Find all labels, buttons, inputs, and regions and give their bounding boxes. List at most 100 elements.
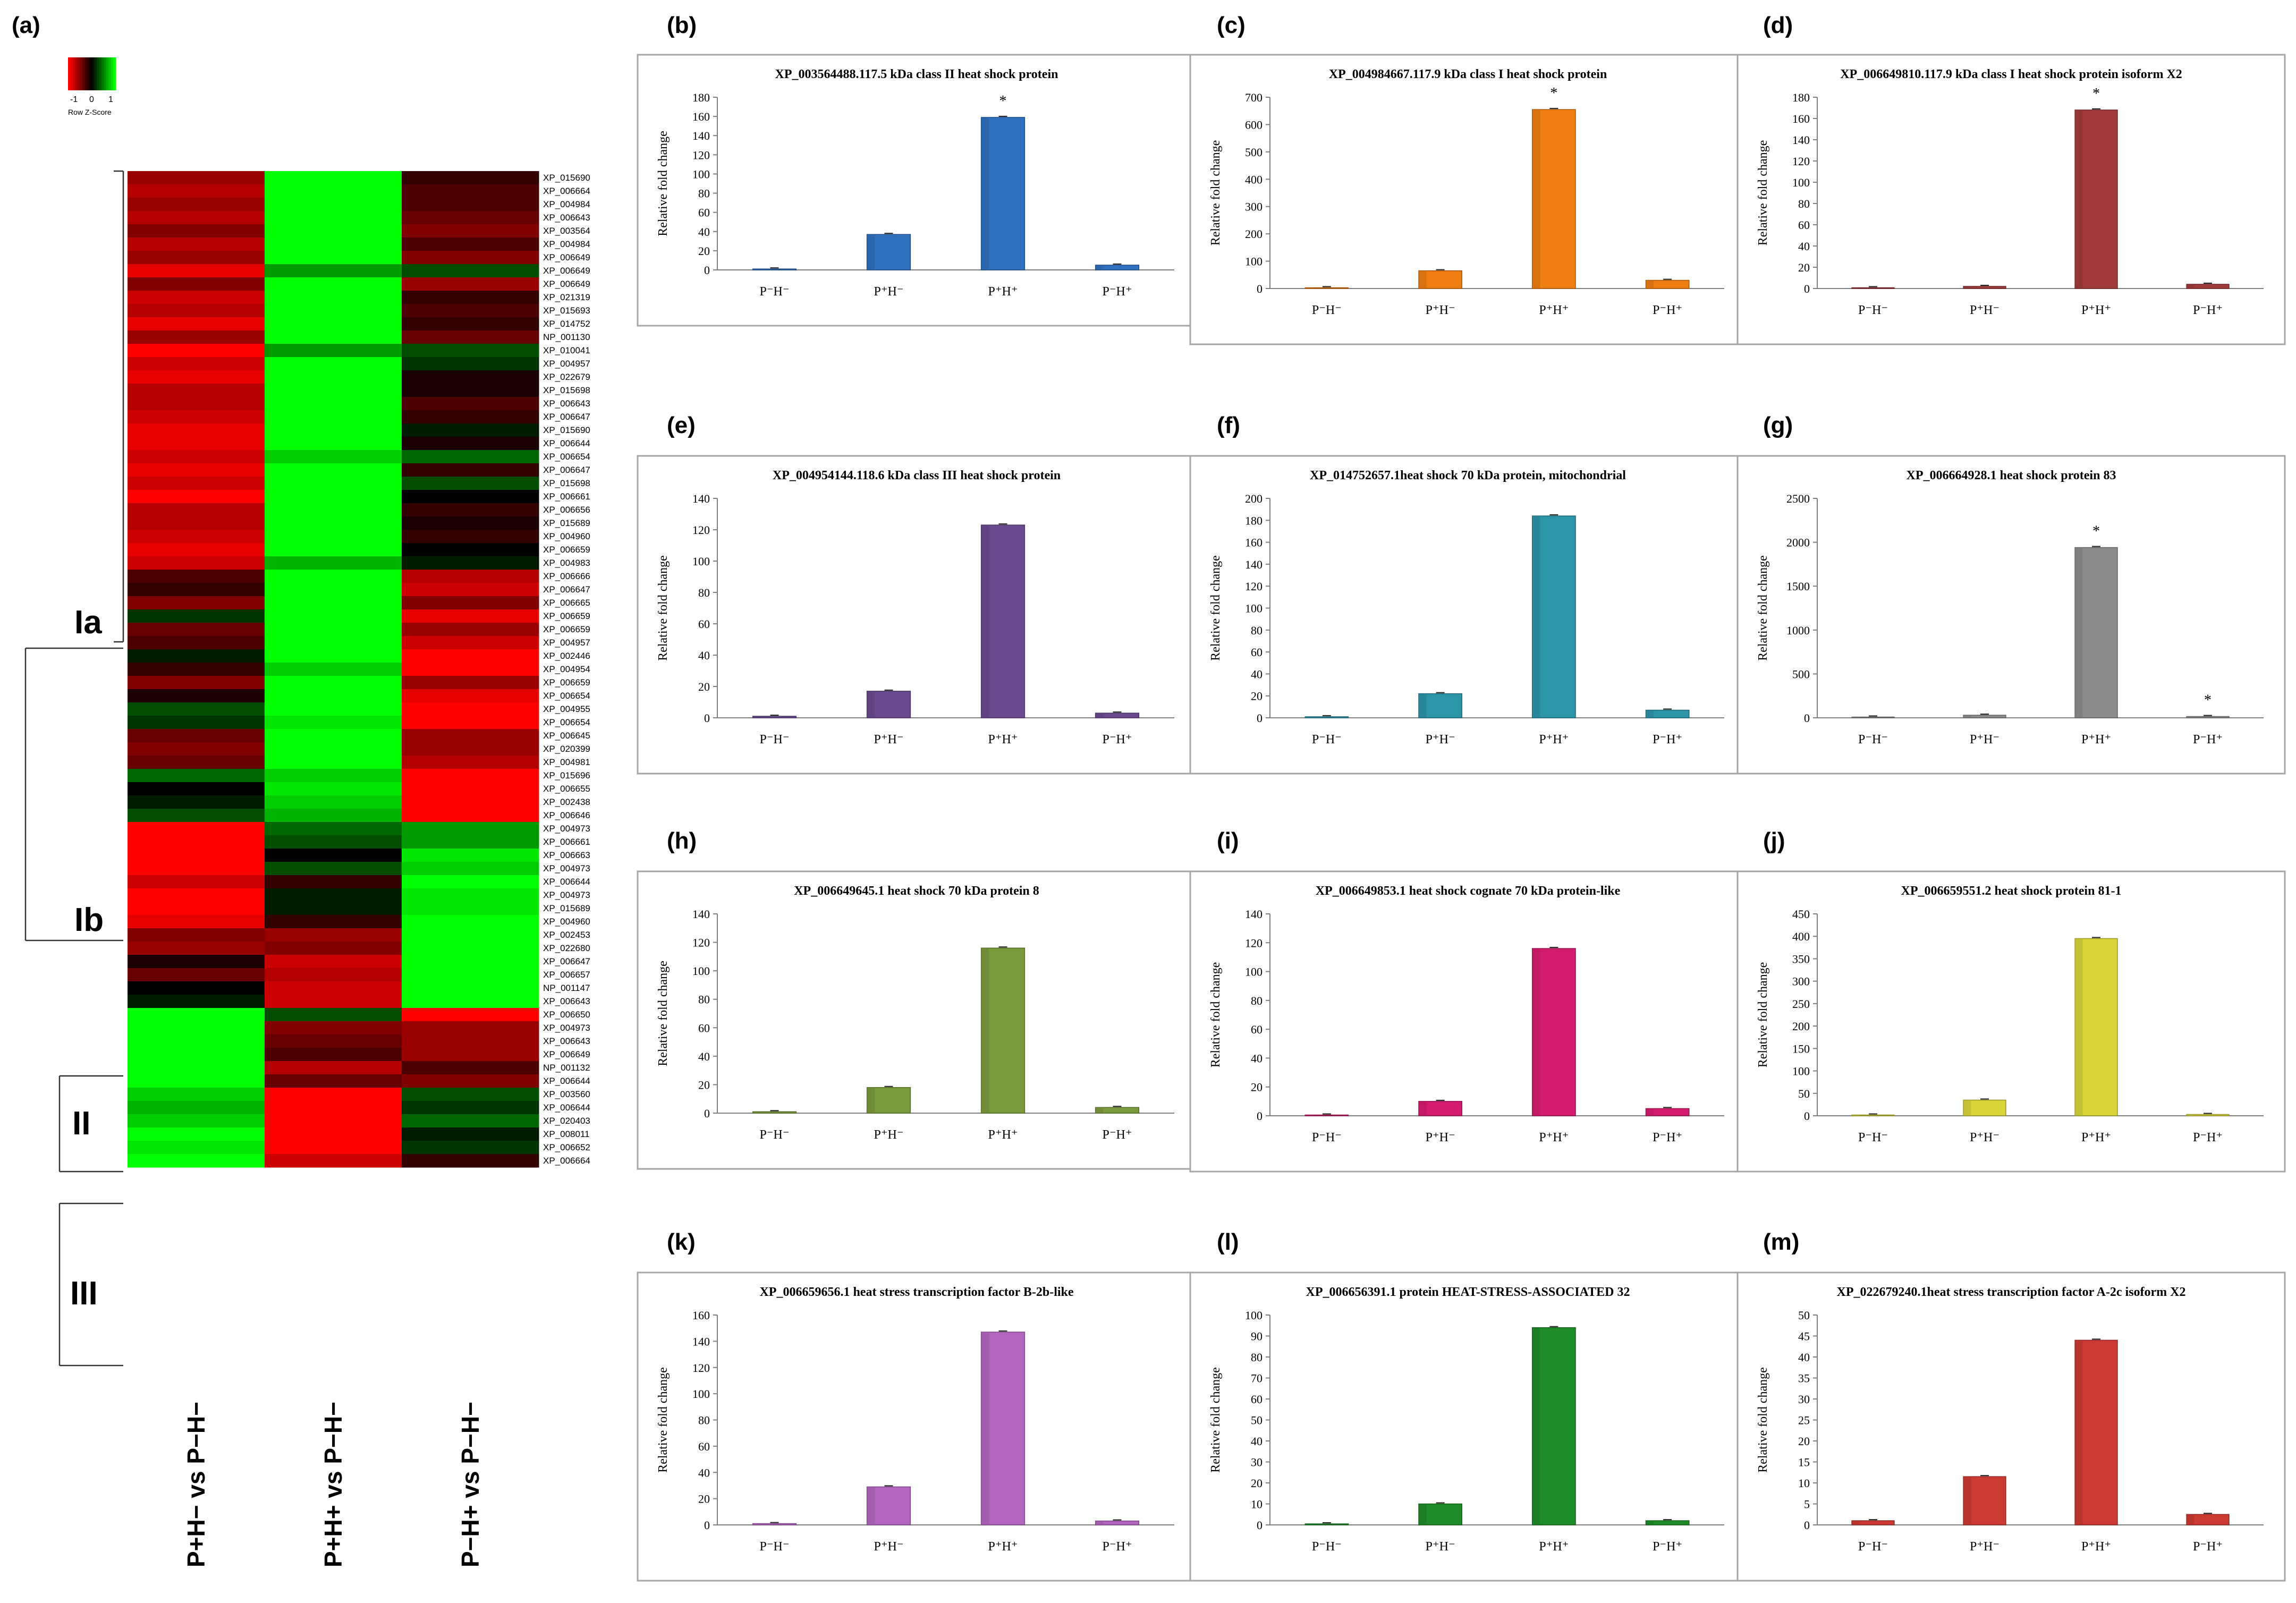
- bar-shade: [1963, 1477, 1971, 1525]
- heatmap-cell: [128, 357, 265, 371]
- heatmap-cell: [402, 769, 539, 783]
- x-tick-label: P⁺H⁺: [1539, 733, 1569, 747]
- heatmap-row-label: XP_022680: [543, 943, 590, 953]
- y-tick-label: 0: [704, 711, 710, 725]
- heatmap-cell: [265, 1127, 402, 1141]
- heatmap-column-label: P−H+ vs P−H−: [456, 1402, 484, 1567]
- bar-group: [1532, 514, 1576, 718]
- bar-chart-g: (g) XP_006664928.1 heat shock protein 83 R…: [1736, 412, 2286, 775]
- bar-shade: [2075, 938, 2083, 1116]
- y-tick-label: 120: [692, 1361, 710, 1375]
- heatmap-cell: [402, 503, 539, 517]
- heatmap-cell: [265, 277, 402, 291]
- heatmap-cell: [265, 995, 402, 1008]
- significance-marker: *: [999, 93, 1007, 109]
- heatmap-cell: [128, 410, 265, 424]
- heatmap-cell: [128, 782, 265, 796]
- heatmap-cell: [265, 397, 402, 411]
- bar-group: *: [1532, 85, 1576, 289]
- heatmap-cell: [402, 835, 539, 849]
- bar-group: [980, 1330, 1026, 1525]
- heatmap-row-label: XP_002438: [543, 797, 590, 807]
- x-tick-label: P⁺H⁻: [1970, 303, 2000, 317]
- y-tick-label: 180: [692, 91, 710, 104]
- chart-title: XP_004984667.117.9 kDa class I heat shoc…: [1329, 67, 1607, 81]
- bar-shade: [752, 269, 761, 270]
- y-tick-label: 20: [698, 244, 710, 258]
- y-axis-label: Relative fold change: [1209, 1367, 1223, 1473]
- heatmap-cell: [265, 968, 402, 982]
- bar-shade: [1305, 1115, 1313, 1116]
- heatmap-cell: [128, 1088, 265, 1101]
- color-key-swatch: [101, 57, 104, 90]
- y-tick-label: 140: [692, 907, 710, 921]
- heatmap-cell: [265, 171, 402, 185]
- bar-group: [1532, 1326, 1576, 1525]
- y-tick-label: 0: [1804, 282, 1810, 295]
- heatmap-row-label: XP_006661: [543, 491, 590, 502]
- y-tick-label: 0: [704, 264, 710, 277]
- heatmap-cell: [402, 995, 539, 1008]
- y-axis-label: Relative fold change: [1756, 555, 1770, 661]
- heatmap-cell: [402, 238, 539, 251]
- heatmap-cell: [265, 370, 402, 384]
- heatmap-row-label: XP_006657: [543, 970, 590, 980]
- y-tick-label: 200: [1792, 1020, 1810, 1033]
- y-tick-label: 40: [1251, 667, 1263, 681]
- heatmap-row-label: XP_004973: [543, 1023, 590, 1033]
- heatmap-row-label: XP_004973: [543, 863, 590, 873]
- x-tick-label: P⁻H⁻: [1312, 1540, 1342, 1554]
- bar-group: [1963, 1098, 2006, 1116]
- heatmap-cell: [128, 1127, 265, 1141]
- heatmap-row-label: XP_014752: [543, 319, 590, 329]
- heatmap-cell: [402, 702, 539, 716]
- heatmap-cell: [265, 384, 402, 397]
- bar-shade: [1095, 1521, 1104, 1525]
- heatmap-cell: [265, 304, 402, 318]
- x-tick-label: P⁻H⁺: [1653, 1540, 1682, 1554]
- heatmap-cell: [402, 636, 539, 650]
- y-tick-label: 0: [1257, 1109, 1263, 1123]
- heatmap-cell: [128, 835, 265, 849]
- heatmap-cell: [265, 1021, 402, 1035]
- chart-title: XP_022679240.1heat stress transcription …: [1836, 1285, 2185, 1299]
- x-tick-label: P⁺H⁺: [2081, 1131, 2111, 1144]
- heatmap-cell: [128, 649, 265, 663]
- bar-chart-l: (l) XP_006656391.1 protein HEAT-STRESS-AS…: [1189, 1229, 1747, 1582]
- heatmap-cell: [128, 676, 265, 690]
- heatmap-cell: [402, 862, 539, 876]
- heatmap-cell: [128, 370, 265, 384]
- bar-group: *: [2074, 523, 2118, 718]
- y-tick-label: 100: [692, 167, 710, 181]
- chart-title: XP_006649810.117.9 kDa class I heat shoc…: [1840, 67, 2182, 81]
- bar-group: *: [2186, 692, 2230, 718]
- chart-frame: [637, 455, 1197, 775]
- bar-shade: [1095, 265, 1104, 270]
- bar-shade: [1419, 693, 1427, 718]
- group-label: Ia: [74, 604, 102, 641]
- y-tick-label: 80: [698, 586, 710, 599]
- color-key-tick: 0: [89, 95, 94, 104]
- x-tick-label: P⁺H⁺: [1539, 1540, 1569, 1554]
- heatmap-cell: [402, 928, 539, 942]
- bar-shade: [1963, 715, 1971, 718]
- heatmap-cell: [128, 1034, 265, 1048]
- heatmap-cell: [128, 184, 265, 198]
- heatmap-cell: [128, 264, 265, 278]
- bar-shade: [1532, 109, 1540, 289]
- chart-frame: [1736, 1271, 2286, 1582]
- heatmap-cell: [265, 211, 402, 225]
- heatmap-cell: [265, 1141, 402, 1155]
- bar-chart-panels: (b) XP_003564488.117.5 kDa class II heat …: [637, 12, 2286, 1582]
- bar-group: [752, 1110, 797, 1114]
- heatmap-row-label: XP_020399: [543, 744, 590, 754]
- heatmap-cell: [402, 330, 539, 344]
- color-key-swatch: [87, 57, 90, 90]
- heatmap-cell: [402, 981, 539, 995]
- heatmap-row-label: XP_015689: [543, 903, 590, 913]
- x-tick-label: P⁺H⁺: [988, 1540, 1018, 1554]
- y-axis-label: Relative fold change: [656, 131, 670, 236]
- heatmap-cell: [265, 955, 402, 969]
- bar-shade: [2187, 1114, 2195, 1116]
- heatmap-cell: [402, 649, 539, 663]
